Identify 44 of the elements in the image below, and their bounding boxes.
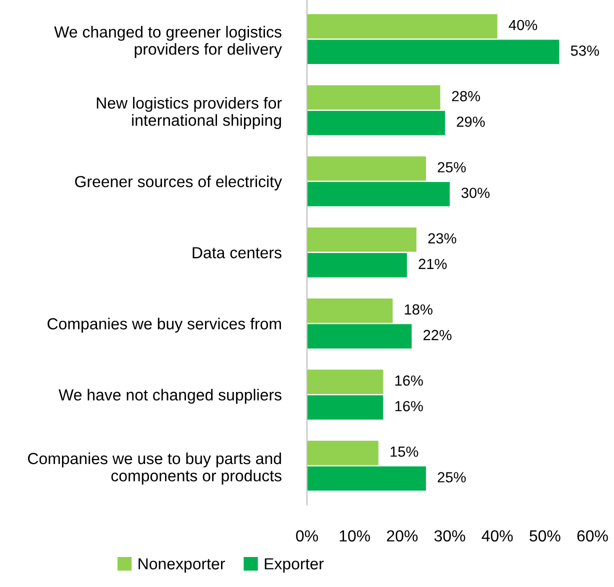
data-label: 16% [395, 375, 423, 386]
bar [307, 395, 384, 420]
data-label: 29% [456, 116, 485, 127]
bar [307, 370, 384, 394]
data-label: 25% [438, 162, 466, 172]
bar [307, 466, 426, 491]
x-tick-label: 50% [530, 530, 560, 542]
y-tick-label: Companies we buy services from [48, 318, 281, 333]
data-label: 25% [438, 472, 466, 482]
bar [307, 253, 407, 278]
data-label: 23% [428, 233, 456, 244]
x-tick-label: 20% [386, 530, 418, 542]
y-tick-label: We changed to greener logistics providers for delivery [54, 26, 282, 58]
y-tick-label: We have not changed suppliers [58, 388, 282, 404]
data-label: 21% [418, 258, 447, 270]
data-label: 53% [570, 45, 599, 56]
x-tick-label: 0% [296, 530, 318, 542]
data-label: 16% [395, 401, 423, 412]
data-label: 40% [508, 20, 538, 30]
x-tick-label: 10% [340, 530, 370, 542]
data-label: 28% [452, 90, 480, 102]
x-tick-label: 30% [434, 530, 466, 542]
bar [307, 227, 416, 252]
bar [307, 182, 450, 206]
data-label: 30% [461, 188, 490, 198]
data-label: 15% [390, 446, 418, 457]
bar [307, 156, 426, 181]
bar [307, 40, 560, 64]
bar [307, 440, 378, 466]
x-tick-label: 60% [577, 530, 608, 542]
bar [307, 298, 393, 323]
data-label: 22% [424, 330, 452, 340]
y-tick-label: Data centers [192, 247, 282, 258]
y-tick-label: Greener sources of electricity [75, 176, 282, 190]
legend-label: Nonexporter [138, 558, 225, 573]
x-tick-label: 40% [482, 530, 513, 542]
bar [307, 85, 440, 110]
bar [307, 14, 498, 38]
y-tick-label: Companies we use to buy parts and components or products [28, 452, 282, 485]
bar [307, 324, 412, 348]
legend-label: Exporter [264, 558, 324, 573]
y-tick-label: New logistics providers for international shipping [96, 96, 282, 130]
data-label: 18% [404, 304, 432, 315]
bar [307, 110, 445, 136]
